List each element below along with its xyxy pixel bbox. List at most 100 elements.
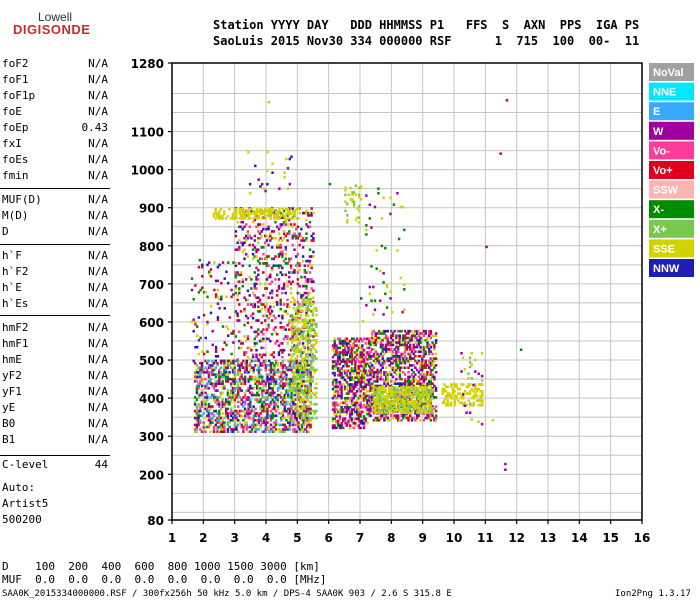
echo-point [305, 239, 308, 242]
echo-point [412, 371, 415, 374]
echo-point [304, 384, 307, 388]
echo-point [443, 387, 446, 391]
echo-point [350, 362, 354, 366]
echo-point [226, 430, 230, 433]
echo-point [414, 341, 417, 344]
echo-point [204, 336, 207, 340]
echo-point [262, 246, 265, 249]
echo-point [361, 380, 364, 384]
echo-point [352, 202, 356, 206]
param-value: 44 [94, 458, 108, 471]
echo-point [307, 214, 310, 217]
echo-point [386, 404, 389, 408]
echo-point [195, 387, 199, 390]
echo-point [431, 390, 434, 394]
echo-point [368, 380, 371, 384]
echo-point [381, 406, 384, 410]
echo-point [250, 423, 254, 427]
param-value: N/A [88, 281, 108, 294]
echo-point [243, 296, 246, 299]
echo-point [256, 419, 259, 422]
echo-point [386, 380, 389, 383]
echo-point [284, 335, 287, 338]
param-row-fof1: foF1 N/A [2, 73, 108, 88]
echo-point [386, 399, 389, 403]
echo-point [304, 339, 308, 342]
echo-point [333, 337, 336, 341]
echo-point [281, 287, 284, 290]
param-name: h`F2 [2, 265, 29, 278]
echo-point [257, 400, 261, 404]
echo-point [264, 407, 267, 411]
echo-point [315, 309, 318, 312]
echo-point [472, 403, 475, 407]
echo-point [311, 311, 315, 315]
echo-point [200, 389, 204, 392]
echo-point [267, 212, 271, 216]
echo-point [424, 361, 427, 365]
echo-point [264, 368, 267, 372]
echo-point [415, 411, 418, 414]
echo-point [303, 239, 306, 242]
echo-point [410, 416, 414, 420]
echo-point [296, 252, 300, 256]
echo-point [301, 300, 304, 303]
echo-point [255, 217, 259, 220]
echo-point [256, 391, 259, 395]
echo-point [233, 398, 236, 401]
echo-point [262, 400, 266, 404]
echo-point [294, 387, 297, 390]
echo-point [190, 320, 194, 324]
echo-point [271, 368, 274, 372]
echo-point [366, 362, 369, 366]
echo-point [347, 408, 350, 411]
echo-point [354, 362, 357, 366]
echo-point [444, 396, 448, 400]
echo-point [335, 362, 338, 366]
echo-point [451, 392, 455, 395]
echo-point [421, 364, 424, 367]
echo-point [241, 220, 244, 224]
echo-point [216, 416, 219, 420]
echo-point [379, 395, 382, 398]
echo-point [206, 359, 209, 363]
echo-point [413, 399, 417, 403]
echo-point [235, 428, 238, 431]
echo-point [216, 403, 219, 406]
echo-point [290, 398, 293, 401]
echo-point [219, 366, 223, 369]
echo-point [415, 416, 419, 420]
echo-point [426, 364, 429, 367]
echo-point [288, 416, 292, 420]
echo-point [234, 234, 238, 238]
echo-point [231, 430, 235, 433]
echo-point [431, 406, 434, 410]
echo-point [467, 377, 470, 380]
echo-point [274, 359, 278, 363]
echo-point [204, 416, 207, 420]
echo-point [376, 388, 379, 392]
echo-point [208, 272, 211, 276]
echo-point [376, 332, 379, 335]
echo-point [284, 218, 287, 222]
echo-point [426, 341, 429, 344]
echo-point [401, 390, 405, 394]
echo-point [226, 377, 230, 381]
echo-point [362, 399, 366, 402]
echo-point [291, 280, 294, 283]
echo-point [419, 336, 422, 340]
echo-point [195, 364, 199, 367]
echo-point [209, 304, 213, 308]
echo-point [398, 395, 401, 398]
echo-point [230, 361, 233, 365]
echo-point [376, 355, 379, 358]
echo-point [333, 371, 336, 375]
echo-point [288, 210, 291, 213]
echo-point [379, 377, 383, 381]
echo-point [388, 404, 391, 408]
echo-point [401, 205, 404, 209]
echo-point [246, 255, 250, 258]
echo-point [391, 393, 394, 396]
echo-point [373, 205, 377, 209]
echo-point [209, 366, 212, 369]
